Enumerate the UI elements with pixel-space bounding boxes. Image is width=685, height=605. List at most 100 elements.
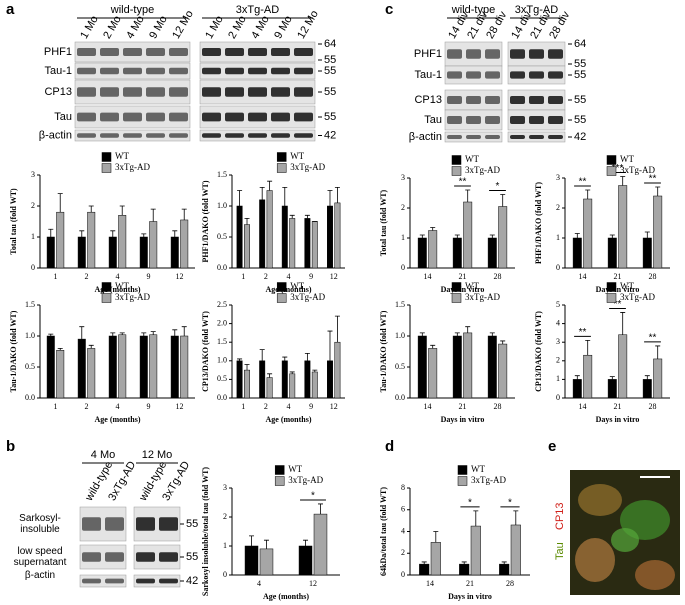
group-label: wild-type	[110, 4, 154, 16]
error-bar	[263, 539, 269, 549]
cell	[611, 528, 639, 552]
y-tick-label: 8	[401, 483, 405, 492]
error-bar	[289, 371, 295, 374]
error-bar	[317, 503, 323, 515]
error-bar	[327, 190, 333, 206]
bar	[180, 335, 189, 399]
bar	[313, 513, 328, 576]
blot-band	[82, 552, 101, 562]
x-axis-label: Days in vitro	[441, 415, 485, 424]
x-axis-label: Age (months)	[95, 415, 141, 424]
blot-band	[123, 133, 142, 138]
blot-band	[202, 48, 221, 56]
blot-band	[447, 135, 462, 139]
y-tick-label: 0	[556, 393, 560, 402]
bar	[87, 348, 96, 399]
error-bar	[655, 345, 661, 359]
y-tick-label: 1.5	[217, 337, 227, 346]
significance-label: **	[579, 177, 587, 188]
blot-band	[202, 67, 221, 75]
blot-band	[548, 71, 563, 79]
bar	[281, 360, 288, 399]
legend-label: WT	[288, 464, 302, 474]
bar	[266, 190, 273, 269]
bar	[583, 354, 593, 399]
blot-band	[169, 133, 188, 138]
bar	[653, 195, 663, 269]
blot-band	[529, 96, 544, 104]
y-tick-label: 1	[556, 233, 560, 242]
blot-band	[100, 112, 119, 122]
y-tick-label: 1.0	[25, 331, 35, 340]
bar	[498, 206, 508, 269]
blot-band	[202, 112, 221, 122]
error-bar	[500, 340, 506, 345]
bar	[56, 350, 65, 399]
mw-label: 42	[186, 575, 198, 587]
significance-label: **	[614, 299, 622, 310]
x-tick-label: 2	[264, 402, 268, 411]
error-bar	[574, 375, 580, 380]
error-bar	[48, 333, 54, 336]
group-label: 4 Mo	[91, 449, 115, 461]
error-bar	[473, 510, 479, 527]
blot-band	[248, 133, 267, 138]
y-tick-label: 1	[223, 541, 227, 550]
bar	[118, 215, 127, 269]
blot-band	[123, 67, 142, 75]
legend-swatch	[276, 293, 287, 303]
panel-letter: b	[6, 438, 15, 455]
blot-band	[271, 48, 290, 56]
blot-band	[159, 517, 178, 531]
bar	[118, 334, 127, 399]
error-bar	[327, 330, 333, 361]
significance-label: *	[496, 181, 500, 192]
x-tick-label: 4	[116, 272, 120, 281]
error-bar	[237, 358, 243, 361]
y-tick-label: 2	[556, 356, 560, 365]
error-bar	[181, 208, 187, 220]
blot-band	[159, 552, 178, 562]
x-tick-label: 21	[614, 272, 622, 281]
x-tick-label: 4	[287, 272, 291, 281]
error-bar	[501, 561, 507, 565]
x-tick-label: 14	[424, 272, 432, 281]
blot-band	[136, 517, 155, 531]
blot-band	[82, 517, 101, 531]
legend-swatch	[451, 293, 462, 303]
row-label: β-actin	[409, 131, 442, 143]
blot-band	[510, 96, 525, 104]
y-tick-label: 1	[31, 232, 35, 241]
bar	[463, 201, 473, 269]
blot-band	[271, 87, 290, 97]
x-tick-label: 28	[494, 402, 502, 411]
bar	[327, 360, 333, 399]
x-tick-label: 14	[579, 402, 587, 411]
significance-label: **	[649, 333, 657, 344]
y-axis-label: Tau-1/DAKO (fold WT)	[379, 310, 388, 392]
blot-band	[146, 112, 165, 122]
blot-band	[123, 48, 142, 56]
blot-band	[271, 133, 290, 138]
bar	[618, 334, 628, 399]
bar	[244, 545, 259, 576]
bar	[289, 373, 296, 399]
blot-band	[294, 48, 313, 56]
x-tick-label: 9	[309, 402, 313, 411]
blot-strip	[79, 574, 127, 588]
bar	[244, 224, 250, 269]
blot-band	[146, 133, 165, 138]
row-label: β-actin	[24, 570, 56, 581]
bar	[259, 360, 266, 399]
legend-label: 3xTg-AD	[471, 475, 506, 485]
x-tick-label: 21	[466, 579, 474, 588]
y-tick-label: 2.5	[217, 300, 227, 309]
bar	[87, 211, 96, 269]
y-tick-label: 2	[31, 201, 35, 210]
blot-band	[100, 133, 119, 138]
y-tick-label: 4	[401, 526, 405, 535]
blot-band	[169, 87, 188, 97]
error-bar	[585, 189, 591, 199]
